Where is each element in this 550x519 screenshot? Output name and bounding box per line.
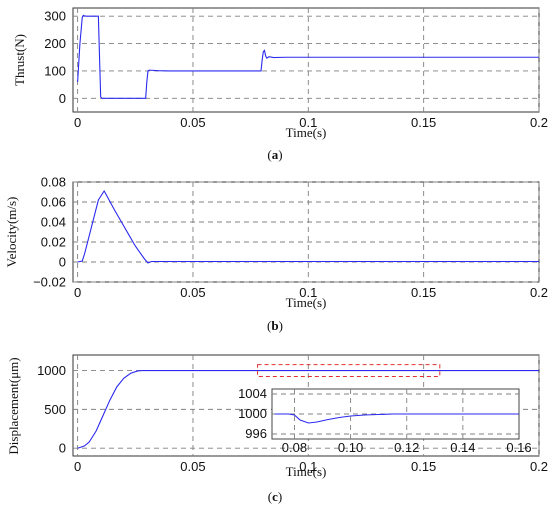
velocity-x-ticks: 0 0.05 0.1 0.15 0.2 xyxy=(74,285,548,300)
inset-y-tick-label: 1004 xyxy=(238,386,267,401)
inset-y-ticks: 996 1000 1004 xyxy=(238,386,267,441)
velocity-y-tick-label: −0.02 xyxy=(33,275,66,290)
thrust-y-tick-label: 100 xyxy=(44,63,66,78)
thrust-plot-frame xyxy=(72,7,540,113)
velocity-x-tick-label: 0 xyxy=(74,285,81,300)
inset-series-line xyxy=(274,413,519,424)
inset-x-tick-label: 0.16 xyxy=(506,440,531,455)
displacement-x-tick-label: 0.2 xyxy=(530,459,548,474)
displacement-x-ticks: 0 0.05 0.1 0.15 0.2 xyxy=(74,459,548,474)
thrust-x-axis-label: Time(s) xyxy=(286,125,327,140)
inset-x-ticks: 0.08 0.10 0.12 0.14 0.16 xyxy=(282,440,532,455)
thrust-y-tick-label: 200 xyxy=(44,36,66,51)
caption-a: (a) xyxy=(267,147,282,162)
velocity-x-axis-label: Time(s) xyxy=(286,295,327,310)
displacement-y-tick-label: 500 xyxy=(44,402,66,417)
thrust-y-axis-label: Thrust(N) xyxy=(12,34,27,86)
displacement-x-tick-label: 0.15 xyxy=(411,459,436,474)
thrust-x-tick-label: 0.1 xyxy=(299,115,317,130)
zoom-region-box xyxy=(257,364,441,377)
inset-x-tick-label: 0.08 xyxy=(282,440,307,455)
thrust-x-tick-label: 0.15 xyxy=(411,115,436,130)
inset-y-tick-label: 1000 xyxy=(238,406,267,421)
inset-x-tick-label: 0.14 xyxy=(450,440,475,455)
thrust-x-tick-label: 0 xyxy=(74,115,81,130)
velocity-y-ticks: −0.02 0 0.02 0.04 0.06 0.08 xyxy=(33,175,66,290)
zoom-inset-chart: 996 1000 1004 0.08 0.10 0.12 0.14 0.16 xyxy=(238,386,532,455)
inset-y-tick-label: 996 xyxy=(245,426,267,441)
velocity-x-tick-label: 0.2 xyxy=(530,285,548,300)
velocity-grid xyxy=(73,181,540,283)
velocity-x-tick-label: 0.05 xyxy=(180,285,205,300)
velocity-y-tick-label: 0.08 xyxy=(41,175,66,190)
displacement-y-ticks: 0 500 1000 xyxy=(37,363,66,456)
thrust-x-ticks: 0 0.05 0.1 0.15 0.2 xyxy=(74,115,548,130)
displacement-plot-frame xyxy=(72,354,540,457)
displacement-chart: 0 500 1000 0 0.05 0.1 0.15 0.2 996 1000 1004 0.0… xyxy=(6,354,548,504)
velocity-y-tick-label: 0.04 xyxy=(41,215,66,230)
thrust-y-ticks: 0 100 200 300 xyxy=(44,9,66,106)
displacement-x-tick-label: 0.05 xyxy=(180,459,205,474)
inset-x-tick-label: 0.12 xyxy=(394,440,419,455)
displacement-y-tick-label: 1000 xyxy=(37,363,66,378)
displacement-x-tick-label: 0.1 xyxy=(299,459,317,474)
thrust-series-line xyxy=(77,14,539,99)
displacement-x-axis-label: Time(s) xyxy=(286,464,327,479)
velocity-x-tick-label: 0.15 xyxy=(411,285,436,300)
velocity-y-tick-label: 0.06 xyxy=(41,195,66,210)
thrust-chart: 0 100 200 300 0 0.05 0.1 0.15 0.2 Time(s) Thrus… xyxy=(12,7,548,162)
velocity-series-line xyxy=(77,189,539,264)
velocity-y-tick-label: 0 xyxy=(59,255,66,270)
velocity-x-tick-label: 0.1 xyxy=(299,285,317,300)
displacement-y-axis-label: Displacement(μm) xyxy=(6,357,21,454)
velocity-chart: −0.02 0 0.02 0.04 0.06 0.08 0 0.05 0.1 0.15 0.2 T… xyxy=(4,175,548,334)
displacement-series-line xyxy=(77,369,539,449)
thrust-y-tick-label: 300 xyxy=(44,9,66,24)
velocity-plot-frame xyxy=(72,181,540,283)
caption-b: (b) xyxy=(267,318,283,333)
thrust-x-tick-label: 0.05 xyxy=(180,115,205,130)
thrust-x-tick-label: 0.2 xyxy=(530,115,548,130)
inset-x-tick-label: 0.10 xyxy=(338,440,363,455)
displacement-x-tick-label: 0 xyxy=(74,459,81,474)
thrust-y-tick-label: 0 xyxy=(59,91,66,106)
caption-c: (c) xyxy=(268,489,282,504)
velocity-y-axis-label: Velocity(m/s) xyxy=(4,197,19,268)
thrust-grid xyxy=(73,8,540,112)
velocity-y-tick-label: 0.02 xyxy=(41,235,66,250)
displacement-y-tick-label: 0 xyxy=(59,441,66,456)
